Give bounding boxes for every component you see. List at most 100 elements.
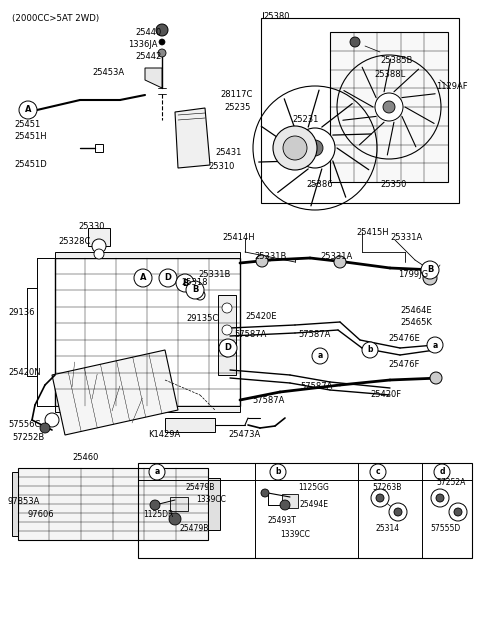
Circle shape	[134, 269, 152, 287]
Text: 25331B: 25331B	[198, 270, 230, 279]
Circle shape	[19, 101, 37, 119]
Text: 1339CC: 1339CC	[196, 495, 226, 504]
Text: a: a	[317, 352, 323, 361]
Text: 57587A: 57587A	[252, 396, 284, 405]
Text: 29136: 29136	[8, 308, 35, 317]
Circle shape	[40, 423, 50, 433]
Text: 97853A: 97853A	[8, 497, 40, 506]
Text: 57587A: 57587A	[300, 382, 332, 391]
Text: 25479B: 25479B	[180, 524, 209, 533]
Text: 25451: 25451	[14, 120, 40, 129]
Text: 1336JA: 1336JA	[128, 40, 157, 49]
Circle shape	[283, 136, 307, 160]
Text: a: a	[432, 340, 438, 349]
Text: 1129AF: 1129AF	[436, 82, 468, 91]
Text: 1125GG: 1125GG	[298, 483, 329, 492]
Circle shape	[92, 239, 106, 253]
Bar	[208, 478, 220, 530]
Circle shape	[158, 49, 166, 57]
Circle shape	[150, 500, 160, 510]
Text: 25231: 25231	[292, 115, 318, 124]
Text: B: B	[192, 286, 198, 295]
Bar	[330, 32, 448, 182]
Text: 25431: 25431	[215, 148, 241, 157]
Circle shape	[45, 413, 59, 427]
Text: 25464E: 25464E	[400, 306, 432, 315]
Text: 25388L: 25388L	[374, 70, 405, 79]
Circle shape	[334, 256, 346, 268]
Text: D: D	[165, 274, 171, 283]
Text: 25415H: 25415H	[356, 228, 389, 237]
Circle shape	[454, 508, 462, 516]
Text: 25476E: 25476E	[388, 334, 420, 343]
Text: 25451D: 25451D	[14, 160, 47, 169]
Text: 25314: 25314	[375, 524, 399, 533]
Circle shape	[376, 494, 384, 502]
Circle shape	[169, 513, 181, 525]
Circle shape	[222, 347, 232, 357]
Text: 57556C: 57556C	[8, 420, 40, 429]
Text: c: c	[376, 467, 380, 476]
Text: 57587A: 57587A	[234, 330, 266, 339]
Text: 25385B: 25385B	[380, 56, 412, 65]
Bar	[88, 228, 110, 246]
Text: 25330: 25330	[78, 222, 105, 231]
Text: 25350: 25350	[380, 180, 407, 189]
Text: B: B	[182, 279, 188, 288]
Circle shape	[362, 342, 378, 358]
Circle shape	[371, 489, 389, 507]
Bar	[12, 472, 18, 536]
Text: 25328C: 25328C	[58, 237, 90, 246]
Circle shape	[270, 464, 286, 480]
Bar	[55, 406, 240, 412]
Text: 25420F: 25420F	[370, 390, 401, 399]
Circle shape	[219, 339, 237, 357]
Text: 25386: 25386	[306, 180, 333, 189]
Text: A: A	[25, 105, 31, 114]
Text: 25310: 25310	[208, 162, 234, 171]
Text: 57587A: 57587A	[298, 330, 330, 339]
Circle shape	[256, 255, 268, 267]
Circle shape	[307, 140, 323, 156]
Circle shape	[423, 271, 437, 285]
Text: b: b	[367, 345, 373, 354]
Circle shape	[421, 261, 439, 279]
Text: 1799JG: 1799JG	[398, 270, 428, 279]
Bar	[165, 418, 215, 432]
Text: 25331B: 25331B	[254, 252, 287, 261]
Text: D: D	[225, 344, 231, 352]
Text: 25420N: 25420N	[8, 368, 41, 377]
Circle shape	[427, 337, 443, 353]
Text: 25465K: 25465K	[400, 318, 432, 327]
Text: 57252B: 57252B	[12, 433, 44, 442]
Circle shape	[431, 489, 449, 507]
Text: 25453A: 25453A	[92, 68, 124, 77]
Text: 25440: 25440	[135, 28, 161, 37]
Text: 28117C: 28117C	[220, 90, 252, 99]
Text: 25494E: 25494E	[300, 500, 329, 509]
Circle shape	[280, 500, 290, 510]
Text: 25476F: 25476F	[388, 360, 420, 369]
Circle shape	[430, 372, 442, 384]
Text: 97606: 97606	[28, 510, 55, 519]
Circle shape	[273, 126, 317, 170]
Bar	[55, 258, 240, 406]
Circle shape	[94, 249, 104, 259]
Polygon shape	[145, 68, 162, 88]
Bar	[138, 463, 472, 558]
Bar	[218, 295, 236, 375]
Text: 25442: 25442	[135, 52, 161, 61]
Circle shape	[159, 39, 165, 45]
Text: 25479B: 25479B	[185, 483, 215, 492]
Text: 1125DR: 1125DR	[143, 510, 173, 519]
Text: a: a	[155, 467, 160, 476]
Polygon shape	[175, 108, 210, 168]
Bar	[55, 252, 240, 258]
Circle shape	[222, 325, 232, 335]
Circle shape	[375, 93, 403, 121]
Bar	[18, 468, 208, 540]
Circle shape	[261, 489, 269, 497]
Text: 25451H: 25451H	[14, 132, 47, 141]
Circle shape	[436, 494, 444, 502]
Text: 1339CC: 1339CC	[280, 530, 310, 539]
